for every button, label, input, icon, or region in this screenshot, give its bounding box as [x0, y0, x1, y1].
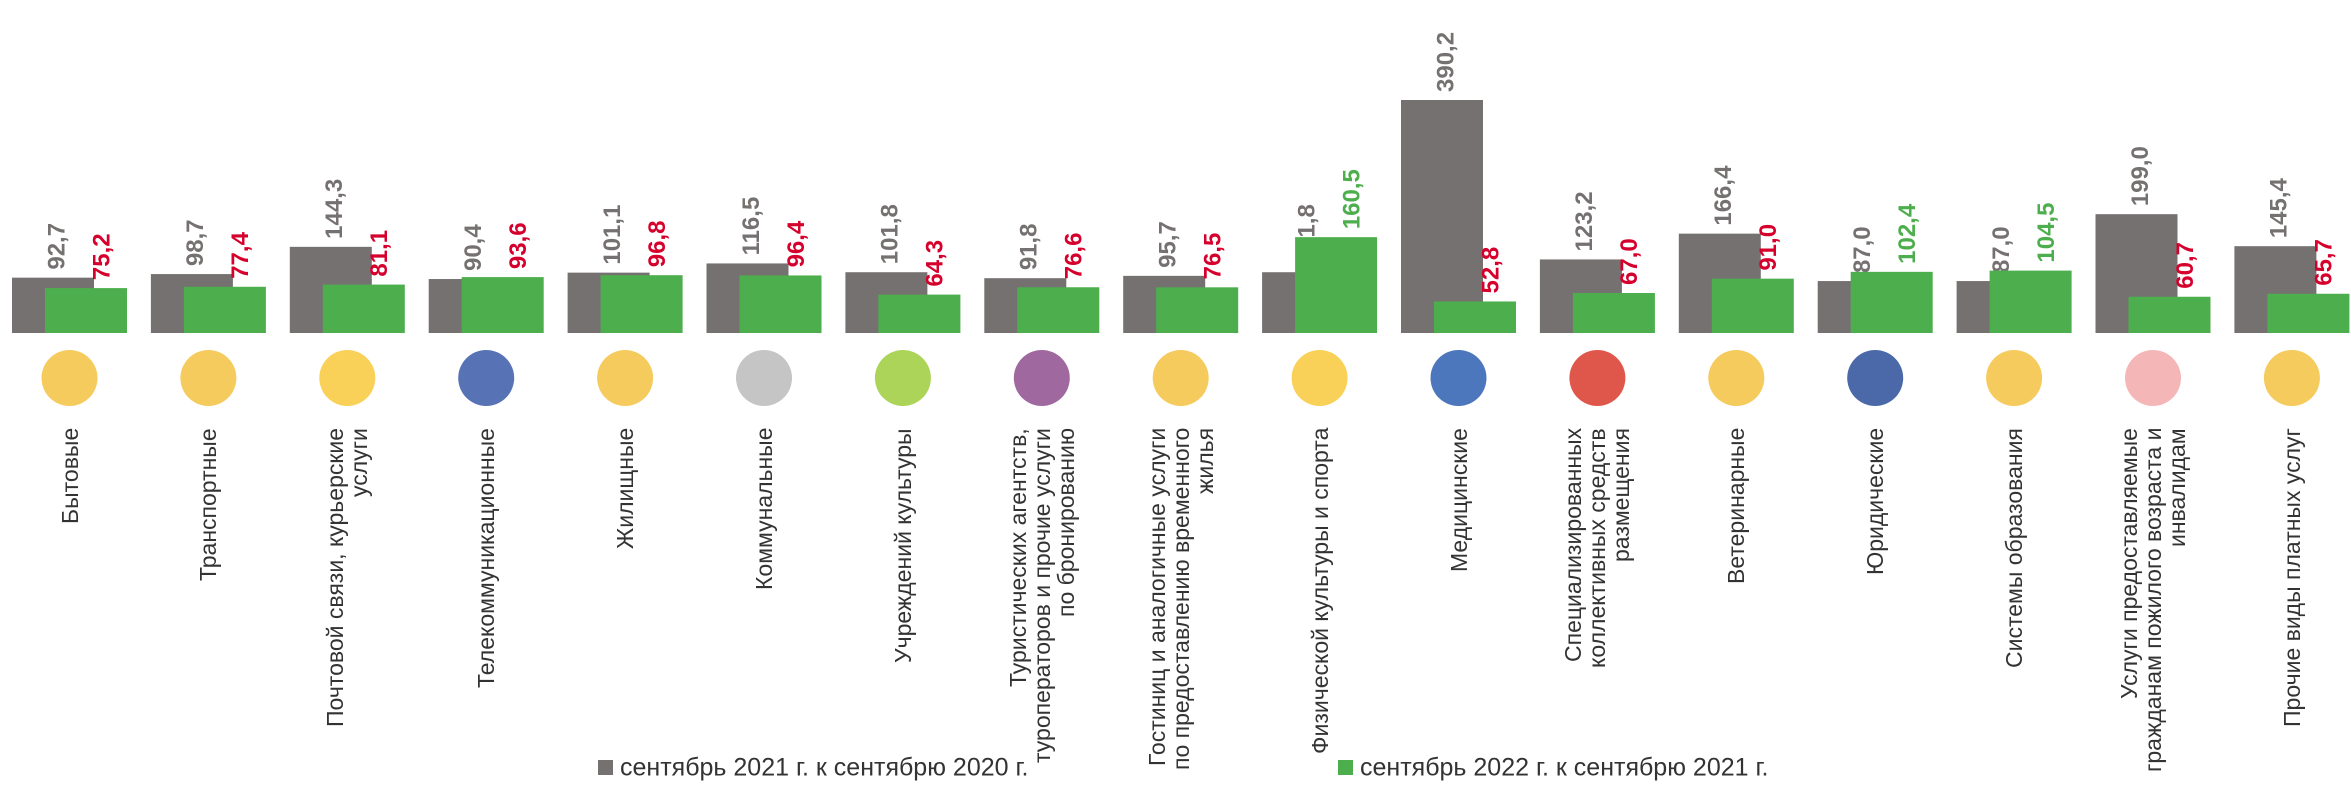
value-label: 166,4 [1710, 165, 1737, 226]
chart: 92,7 75,2 98,7 77,4 144,3 81,1 90,4 93,6 101,1 96… [0, 0, 2351, 793]
category-icon [875, 350, 931, 406]
category-icon [2264, 350, 2320, 406]
category-label: Медицинские [1447, 428, 1471, 790]
category-label: Юридические [1863, 428, 1887, 790]
value-label: 96,4 [783, 220, 810, 267]
bar [740, 275, 822, 333]
category-icon [180, 350, 236, 406]
value-label: 65,7 [2311, 239, 2338, 286]
value-label: 101,8 [877, 204, 904, 264]
value-label: 87,0 [1988, 226, 2015, 273]
category-label: Услуги предоставляемые гражданам пожилог… [2117, 428, 2189, 790]
category-icon [319, 350, 375, 406]
value-label: 75,2 [88, 233, 115, 280]
bar [1434, 301, 1516, 333]
value-label: 145,4 [2266, 177, 2293, 238]
category-icon [1847, 350, 1903, 406]
value-label: 64,3 [922, 240, 949, 287]
value-label: 95,7 [1155, 221, 1182, 268]
value-label: 87,0 [1849, 226, 1876, 273]
category-icon [2125, 350, 2181, 406]
value-label: 160,5 [1338, 169, 1365, 229]
value-label: 52,8 [1477, 247, 1504, 294]
value-label: 390,2 [1432, 32, 1459, 92]
value-label: 144,3 [321, 179, 348, 239]
legend-swatch [1338, 760, 1353, 775]
value-label: 91,8 [1016, 223, 1043, 270]
bar [1156, 287, 1238, 333]
value-label: 60,7 [2172, 242, 2199, 289]
category-icon [1153, 350, 1209, 406]
category-label: Системы образования [2002, 428, 2026, 790]
value-label: 91,0 [1755, 224, 1782, 271]
category-label: Телекоммуникационные [474, 428, 498, 790]
bar [2129, 297, 2211, 333]
category-label: Транспортные [196, 428, 220, 790]
category-label: Гостиниц и аналогичные услуги по предост… [1145, 428, 1217, 790]
category-label: Специализированных коллективных средств … [1561, 428, 1633, 790]
value-label: 101,1 [599, 205, 626, 265]
category-label: Жилищные [613, 428, 637, 790]
value-label: 90,4 [460, 224, 487, 271]
value-label: 92,7 [43, 223, 70, 270]
category-icon [1014, 350, 1070, 406]
category-icon [597, 350, 653, 406]
value-label: 76,6 [1061, 233, 1088, 280]
category-label: Бытовые [58, 428, 82, 790]
category-label: Туристических агентств, туроператоров и … [1006, 428, 1078, 790]
bar [45, 288, 127, 333]
value-label: 98,7 [182, 219, 209, 266]
bar [1401, 100, 1483, 333]
category-label: Ветеринарные [1724, 428, 1748, 790]
value-label: 77,4 [227, 231, 254, 278]
category-label: Коммунальные [752, 428, 776, 790]
bar [1295, 237, 1377, 333]
category-icon [1708, 350, 1764, 406]
category-icon [1292, 350, 1348, 406]
category-icon [736, 350, 792, 406]
bar [184, 287, 266, 333]
category-icon [1569, 350, 1625, 406]
value-label: 116,5 [738, 197, 765, 256]
value-label: 76,5 [1200, 233, 1227, 280]
bar [1017, 287, 1099, 333]
bar [462, 277, 544, 333]
value-label: 123,2 [1571, 191, 1598, 251]
value-label: 104,5 [2033, 203, 2060, 263]
category-icon [1986, 350, 2042, 406]
bar [1712, 279, 1794, 333]
bar [323, 285, 405, 333]
category-label: Учреждений культуры [891, 428, 915, 790]
value-label: 96,8 [644, 220, 671, 267]
bar [1990, 271, 2072, 333]
category-icon [458, 350, 514, 406]
value-label: 81,1 [366, 230, 393, 277]
bar [601, 275, 683, 333]
category-label: Физической культуры и спорта [1308, 428, 1332, 790]
category-icon [42, 350, 98, 406]
bar [1573, 293, 1655, 333]
category-label: Почтовой связи, курьерские услуги [323, 428, 371, 790]
category-icon [1431, 350, 1487, 406]
value-label: 199,0 [2127, 146, 2154, 206]
legend-label: сентябрь 2021 г. к сентябрю 2020 г. [620, 754, 1028, 782]
legend-swatch [598, 760, 613, 775]
value-label: 102,4 [1894, 203, 1921, 264]
bar [1851, 272, 1933, 333]
value-label: 93,6 [505, 222, 532, 269]
bar [878, 295, 960, 333]
category-label: Прочие виды платных услуг [2280, 428, 2304, 790]
value-label: 67,0 [1616, 238, 1643, 285]
bar [2267, 294, 2349, 333]
